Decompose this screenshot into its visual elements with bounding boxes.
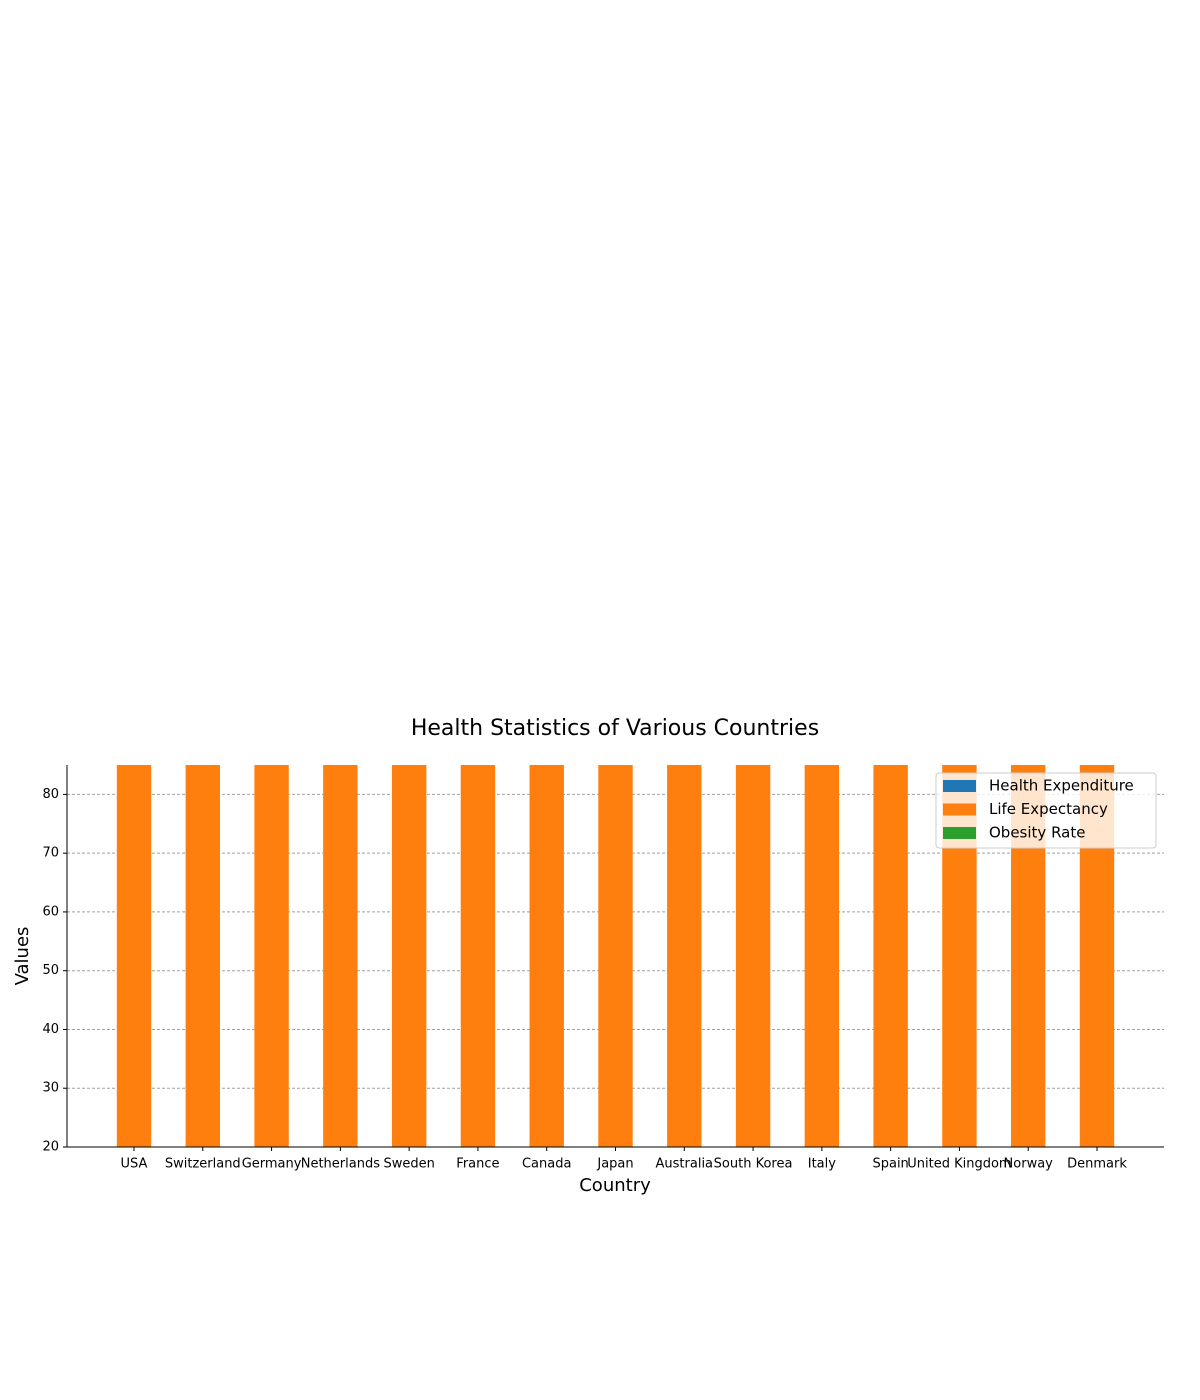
x-tick-label: Spain bbox=[872, 1157, 908, 1172]
x-tick-label: United Kingdom bbox=[907, 1157, 1011, 1172]
y-tick-label: 20 bbox=[42, 1140, 59, 1155]
bar-segment bbox=[805, 608, 839, 726]
x-tick-label: Germany bbox=[242, 1157, 302, 1172]
bar-segment bbox=[391, 765, 427, 1147]
y-tick-label: 30 bbox=[42, 1081, 59, 1096]
bar-segment bbox=[805, 1213, 839, 1264]
legend: Health Expenditure Life Expectancy Obesity… bbox=[935, 772, 1157, 849]
x-tick-label: Japan bbox=[596, 1157, 633, 1172]
bar-segment bbox=[1011, 1203, 1045, 1265]
chart-title: Health Statistics of Various Countries bbox=[411, 716, 819, 741]
bar-segment bbox=[1080, 1205, 1114, 1264]
x-tick-label: South Korea bbox=[714, 1157, 793, 1172]
y-axis-label: Values bbox=[12, 927, 33, 986]
ticks: 20 30 40 50 60 70 80 USA Switzerland Germany Nethe… bbox=[42, 787, 1127, 1172]
x-tick-label: Switzerland bbox=[165, 1157, 241, 1172]
bars bbox=[116, 492, 1115, 1265]
legend-label: Life Expectancy bbox=[989, 800, 1108, 818]
bar-segment bbox=[461, 1198, 495, 1264]
legend-swatch bbox=[943, 780, 976, 792]
bar-segment bbox=[530, 555, 564, 720]
bar-segment bbox=[598, 1200, 632, 1264]
y-tick-label: 50 bbox=[42, 963, 59, 978]
bar-segment bbox=[186, 1194, 220, 1265]
x-tick-label: Netherlands bbox=[301, 1157, 380, 1172]
x-tick-label: Italy bbox=[808, 1157, 837, 1172]
bar-segment bbox=[735, 765, 771, 1147]
bar-segment bbox=[1080, 612, 1114, 730]
legend-swatch bbox=[943, 803, 976, 816]
bar-segment bbox=[736, 1217, 770, 1265]
x-axis-label: Country bbox=[579, 1175, 651, 1196]
bar-segment bbox=[460, 765, 496, 1147]
y-tick-label: 40 bbox=[42, 1022, 59, 1037]
y-tick-label: 60 bbox=[42, 904, 59, 919]
legend-label: Health Expenditure bbox=[989, 777, 1134, 795]
bar-segment bbox=[667, 552, 701, 722]
legend-label: Obesity Rate bbox=[989, 824, 1085, 842]
bar-segment bbox=[117, 492, 151, 704]
x-tick-label: USA bbox=[121, 1157, 148, 1172]
bar-segment bbox=[323, 1205, 357, 1264]
bar-segment bbox=[1011, 583, 1045, 718]
y-tick-label: 70 bbox=[42, 846, 59, 861]
x-tick-label: Denmark bbox=[1067, 1157, 1127, 1172]
bar-segment bbox=[185, 765, 220, 1147]
bar-segment bbox=[254, 590, 288, 719]
y-tick-label: 80 bbox=[42, 787, 59, 802]
x-tick-label: France bbox=[456, 1157, 499, 1172]
bar-segment bbox=[392, 1200, 426, 1265]
bar-segment bbox=[873, 1211, 907, 1264]
bar-segment bbox=[117, 1165, 151, 1265]
bar-segment bbox=[667, 765, 702, 1147]
bar-segment bbox=[598, 765, 633, 1147]
x-tick-label: Sweden bbox=[383, 1157, 434, 1172]
bar-segment bbox=[323, 641, 357, 723]
bar-segment bbox=[186, 632, 220, 703]
x-tick-label: Australia bbox=[656, 1157, 714, 1172]
bar-segment bbox=[942, 1205, 976, 1265]
bar-segment bbox=[116, 765, 152, 1147]
bar-segment bbox=[873, 579, 907, 720]
bar-segment bbox=[530, 1201, 564, 1264]
bar-segment bbox=[461, 613, 495, 713]
bar-segment bbox=[529, 765, 564, 1147]
bar-segment bbox=[804, 765, 840, 1147]
bar-segment bbox=[392, 639, 426, 715]
x-tick-label: Norway bbox=[1004, 1157, 1054, 1172]
bar-segment bbox=[323, 765, 358, 1147]
x-tick-label: Canada bbox=[522, 1157, 571, 1172]
legend-box bbox=[935, 772, 1157, 849]
bar-segment bbox=[598, 680, 632, 704]
bar-segment bbox=[873, 765, 908, 1147]
bar-segment bbox=[254, 1196, 288, 1265]
bar-segment bbox=[942, 564, 976, 729]
bar-segment bbox=[254, 765, 289, 1147]
bar-segment bbox=[667, 1210, 701, 1265]
legend-swatch bbox=[943, 827, 976, 839]
